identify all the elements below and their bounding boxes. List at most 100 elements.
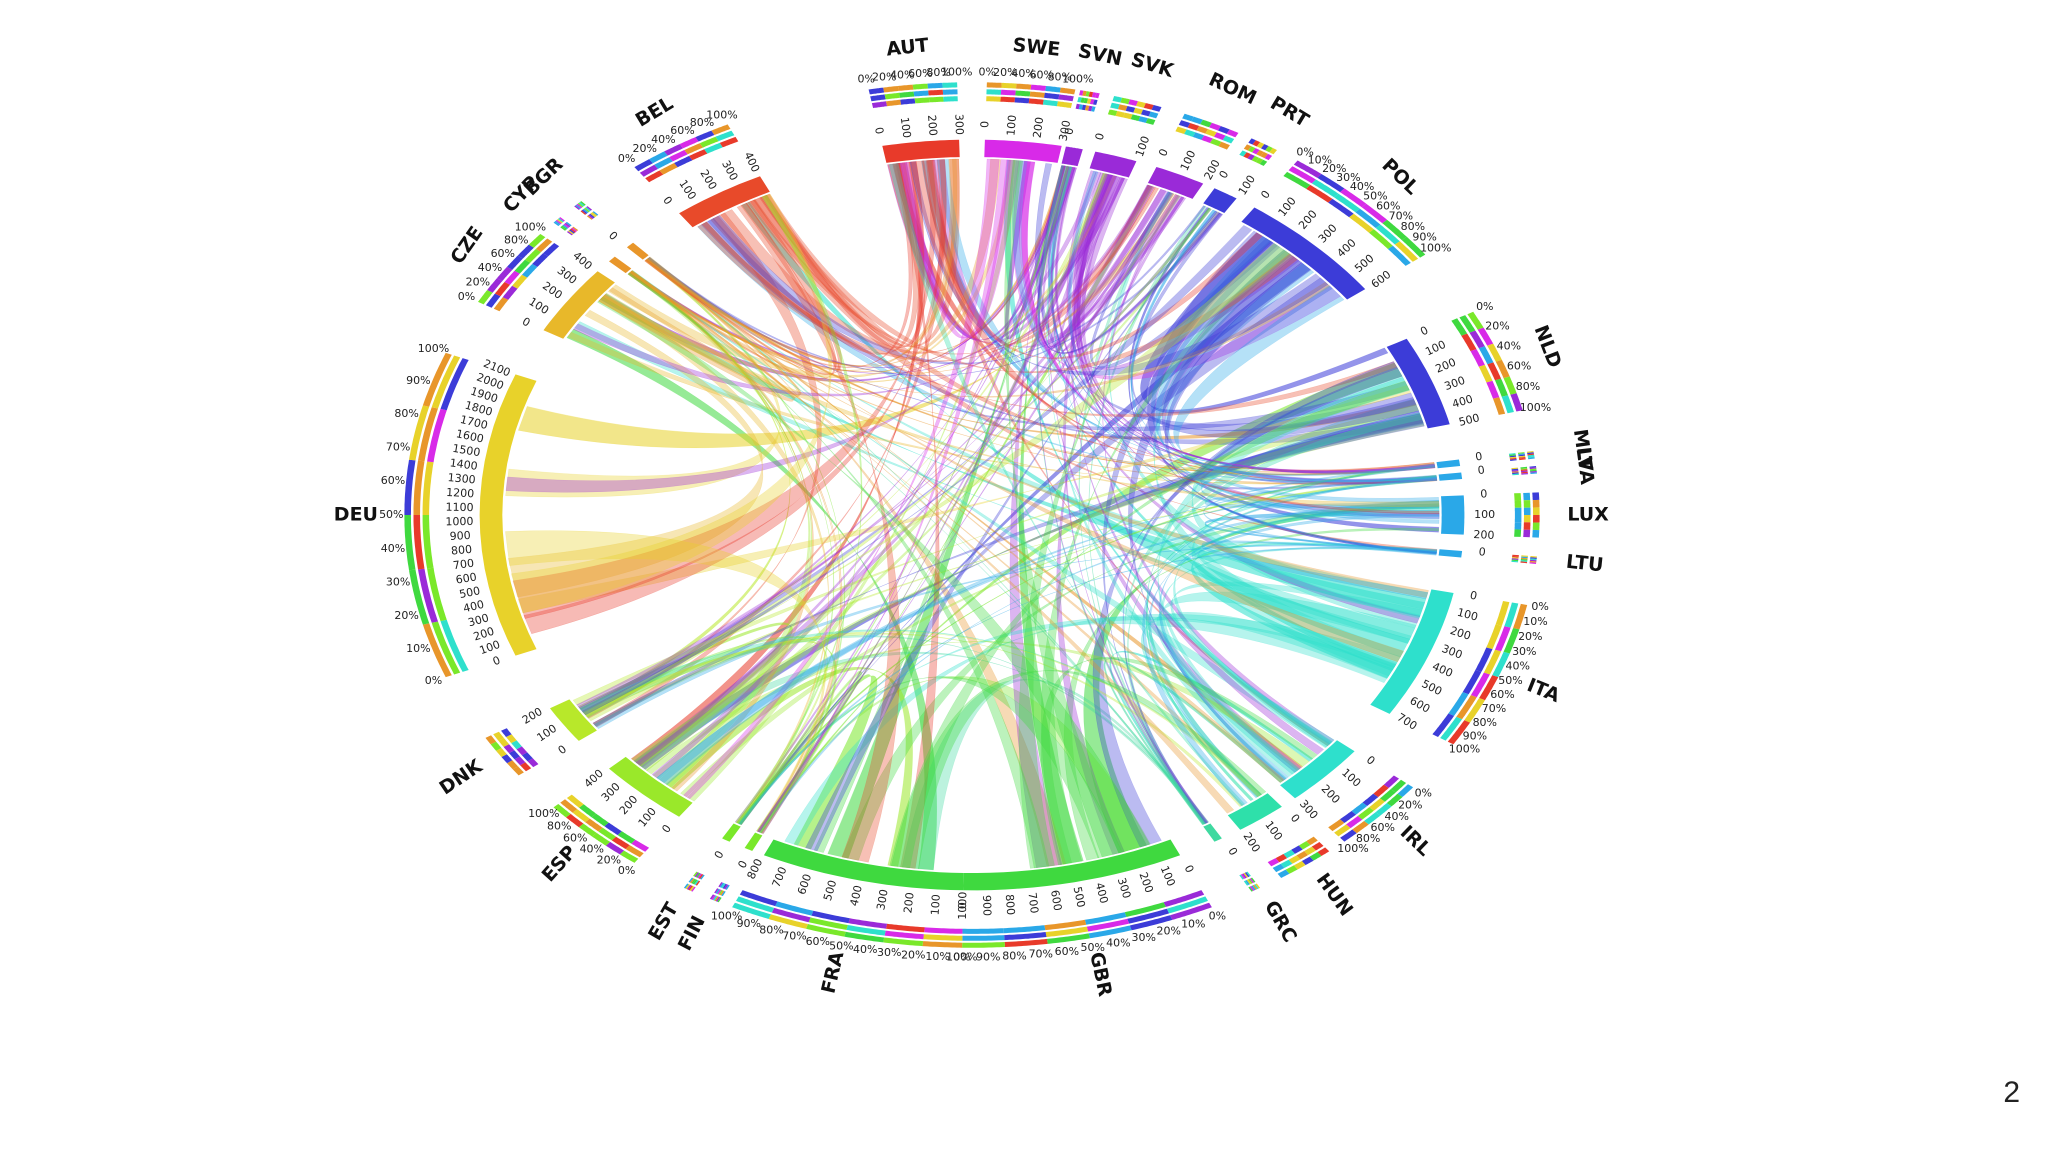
ribbon-LUX-PRT <box>1130 209 1440 524</box>
band-cze <box>502 285 518 300</box>
ribbon-DNK-EST <box>592 638 828 824</box>
band-swe <box>986 96 1001 102</box>
band-grc <box>1245 880 1250 885</box>
tick-label: 1300 <box>447 471 476 486</box>
ribbon-FIN-GBR <box>755 676 1151 853</box>
ribbon-POL-GRC <box>1102 237 1281 825</box>
percent-label: 20% <box>872 70 896 83</box>
band-fra <box>844 931 885 943</box>
band-lux <box>1523 515 1531 523</box>
band-est <box>693 871 698 877</box>
percent-label: 50% <box>1363 190 1387 203</box>
ribbon-GRC-LVA <box>1127 475 1437 824</box>
ribbon-ESP-CYP <box>629 270 813 788</box>
band-est <box>686 884 692 890</box>
band-deu <box>418 568 438 623</box>
band-est <box>689 886 695 891</box>
band-esp <box>604 822 622 836</box>
band-prt <box>1261 144 1269 151</box>
band-esp <box>553 804 571 818</box>
band-mlt <box>1527 454 1535 457</box>
band-swe <box>1042 99 1058 107</box>
ribbon-GBR-EST <box>738 676 1123 859</box>
band-dnk <box>501 754 513 764</box>
ribbon-GRC-BGR <box>647 257 1206 825</box>
ribbon-LVA-HUN <box>1142 476 1438 807</box>
band-cyp <box>571 227 578 232</box>
tick-label: 700 <box>452 557 474 573</box>
tick-label: 600 <box>1369 268 1394 291</box>
tick-label: 200 <box>697 167 719 192</box>
tick-label: 700 <box>1025 892 1040 914</box>
ribbon-ITA-IRL <box>1156 591 1417 775</box>
band-pol <box>1334 193 1360 213</box>
band-grc <box>1248 886 1253 892</box>
band-dnk <box>507 760 519 770</box>
band-fin <box>724 884 729 890</box>
band-prt <box>1256 150 1264 157</box>
tick-label: 300 <box>874 888 890 911</box>
band-svn <box>1079 90 1084 96</box>
band-mlt <box>1508 453 1516 455</box>
percent-label: 80% <box>1002 950 1026 963</box>
band-svn <box>1085 91 1090 97</box>
band-fin <box>719 890 725 896</box>
ribbon-SVK-GRC <box>1063 177 1209 824</box>
band-bel <box>639 164 658 177</box>
band-aut <box>928 96 944 103</box>
ribbon-ESP-IRL <box>645 641 1310 775</box>
ribbon-ITA-BEL <box>741 201 1411 658</box>
percent-label: 80% <box>1401 220 1425 233</box>
band-svk <box>1110 102 1120 110</box>
band-bel <box>719 136 739 148</box>
ribbon-SVN-AUT <box>895 162 1076 341</box>
band-prt <box>1259 159 1268 166</box>
band-gbr <box>1044 919 1087 931</box>
ribbon-SVN-PRT <box>1038 165 1221 354</box>
band-gbr <box>1166 896 1208 914</box>
band-fra <box>883 937 924 947</box>
band-lva <box>1530 471 1537 473</box>
percent-label: 100% <box>418 342 449 355</box>
band-aut <box>913 90 929 97</box>
tick-label: 0 <box>556 743 569 758</box>
band-ita <box>1456 695 1477 720</box>
band-bgr <box>592 211 599 216</box>
band-aut <box>927 82 943 89</box>
band-svk <box>1151 105 1162 112</box>
tick-label: 300 <box>1443 374 1467 393</box>
band-ita <box>1475 647 1493 672</box>
ribbon-AUT-DEU <box>512 159 936 619</box>
band-est <box>683 883 689 889</box>
ribbon-AUT-DNK <box>592 159 947 728</box>
band-pol <box>1288 166 1316 184</box>
tick-label: 0 <box>606 229 620 243</box>
band-cyp <box>568 230 574 235</box>
ribbon-CZE-LUX <box>598 293 1440 508</box>
tick-label: 600 <box>1048 889 1064 912</box>
percent-label: 30% <box>1512 645 1536 658</box>
ribbon-DEU-BGR <box>505 258 782 498</box>
tick-label: 0 <box>1364 753 1378 768</box>
percent-label: 90% <box>1412 231 1436 244</box>
arc-deu <box>479 374 537 656</box>
band-mlt <box>1509 456 1517 459</box>
band-dnk <box>521 752 533 762</box>
band-deu <box>413 515 425 570</box>
band-svn <box>1089 99 1095 105</box>
band-dnk <box>498 738 510 747</box>
band-lux <box>1514 507 1522 515</box>
band-lux <box>1514 500 1522 508</box>
tick-label: 700 <box>770 865 790 889</box>
band-ltu <box>1511 560 1519 563</box>
ribbon-SVN-GBR <box>1009 165 1065 869</box>
ribbon-BEL-AUT <box>710 162 920 355</box>
band-est <box>697 873 702 879</box>
tick-label: 0 <box>978 121 991 128</box>
band-esp <box>578 823 597 837</box>
band-mlt <box>1526 451 1534 453</box>
band-mlt <box>1519 458 1526 461</box>
band-esp <box>572 809 590 823</box>
ribbon-ESP-SWE <box>686 160 1021 802</box>
band-rom <box>1200 119 1212 128</box>
